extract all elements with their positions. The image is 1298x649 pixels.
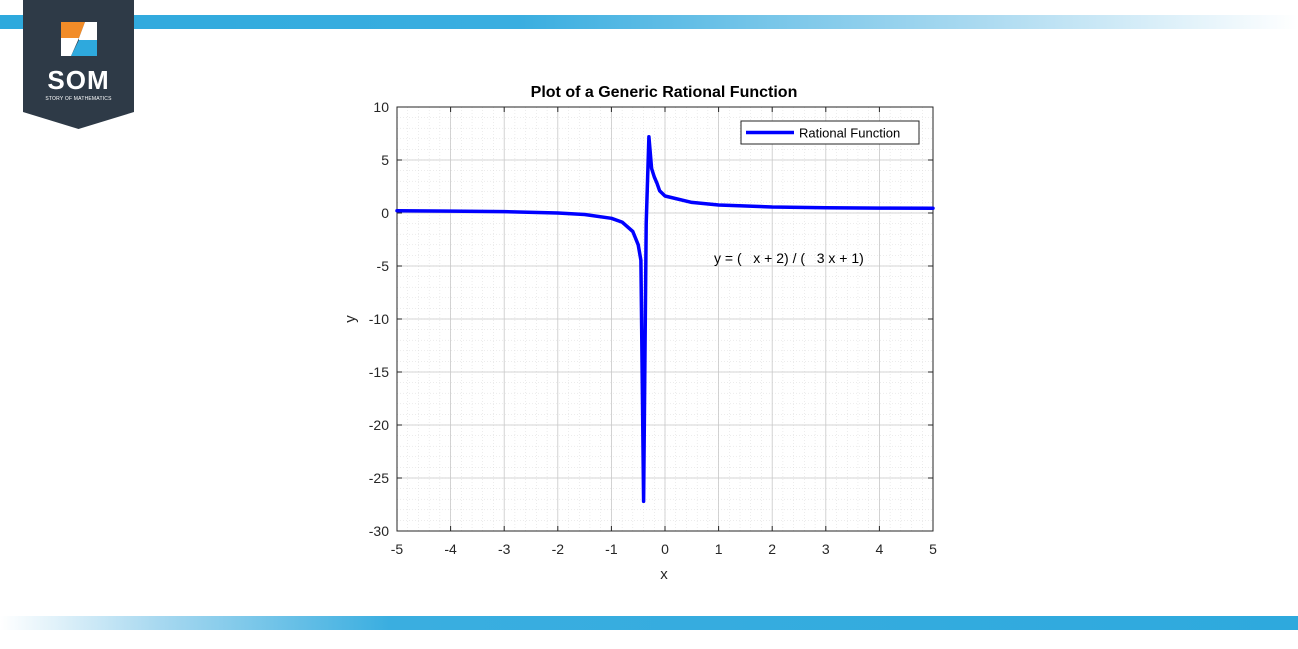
x-tick-label: -3 — [498, 541, 511, 557]
legend: Rational Function — [740, 120, 920, 145]
y-tick-label: 0 — [381, 205, 389, 221]
x-tick-label: 5 — [929, 541, 937, 557]
top-accent-bar — [0, 15, 1298, 29]
x-tick-label: 3 — [822, 541, 830, 557]
grid — [396, 106, 934, 532]
som-logo: SOM STORY OF MATHEMATICS — [23, 0, 134, 129]
x-tick-label: -5 — [391, 541, 404, 557]
x-tick-label: -2 — [552, 541, 565, 557]
legend-label: Rational Function — [799, 126, 900, 141]
x-tick-label: 0 — [661, 541, 669, 557]
equation-annotation: y = ( x + 2) / ( 3 x + 1) — [714, 250, 864, 266]
logo-badge-icon — [23, 0, 134, 129]
series-line — [395, 134, 935, 504]
logo-wordmark: SOM — [47, 65, 110, 95]
y-tick-label: -30 — [369, 523, 389, 539]
y-tick-label: 10 — [373, 99, 389, 115]
x-tick-label: 4 — [876, 541, 884, 557]
x-tick-label: -4 — [444, 541, 457, 557]
y-tick-label: -25 — [369, 470, 389, 486]
x-axis-label: x — [660, 566, 668, 583]
y-tick-label: -20 — [369, 417, 389, 433]
y-tick-label: -15 — [369, 364, 389, 380]
logo-tagline: STORY OF MATHEMATICS — [45, 96, 112, 102]
bottom-accent-bar — [0, 616, 1298, 630]
x-tick-label: -1 — [605, 541, 618, 557]
y-tick-label: -10 — [369, 311, 389, 327]
series-layer — [395, 134, 935, 504]
legend-box — [740, 120, 920, 145]
x-tick-label: 2 — [768, 541, 776, 557]
y-tick-label: 5 — [381, 152, 389, 168]
chart-title: Plot of a Generic Rational Function — [531, 84, 798, 101]
y-axis-label: y — [342, 315, 359, 323]
x-tick-label: 1 — [715, 541, 723, 557]
y-tick-label: -5 — [377, 258, 390, 274]
